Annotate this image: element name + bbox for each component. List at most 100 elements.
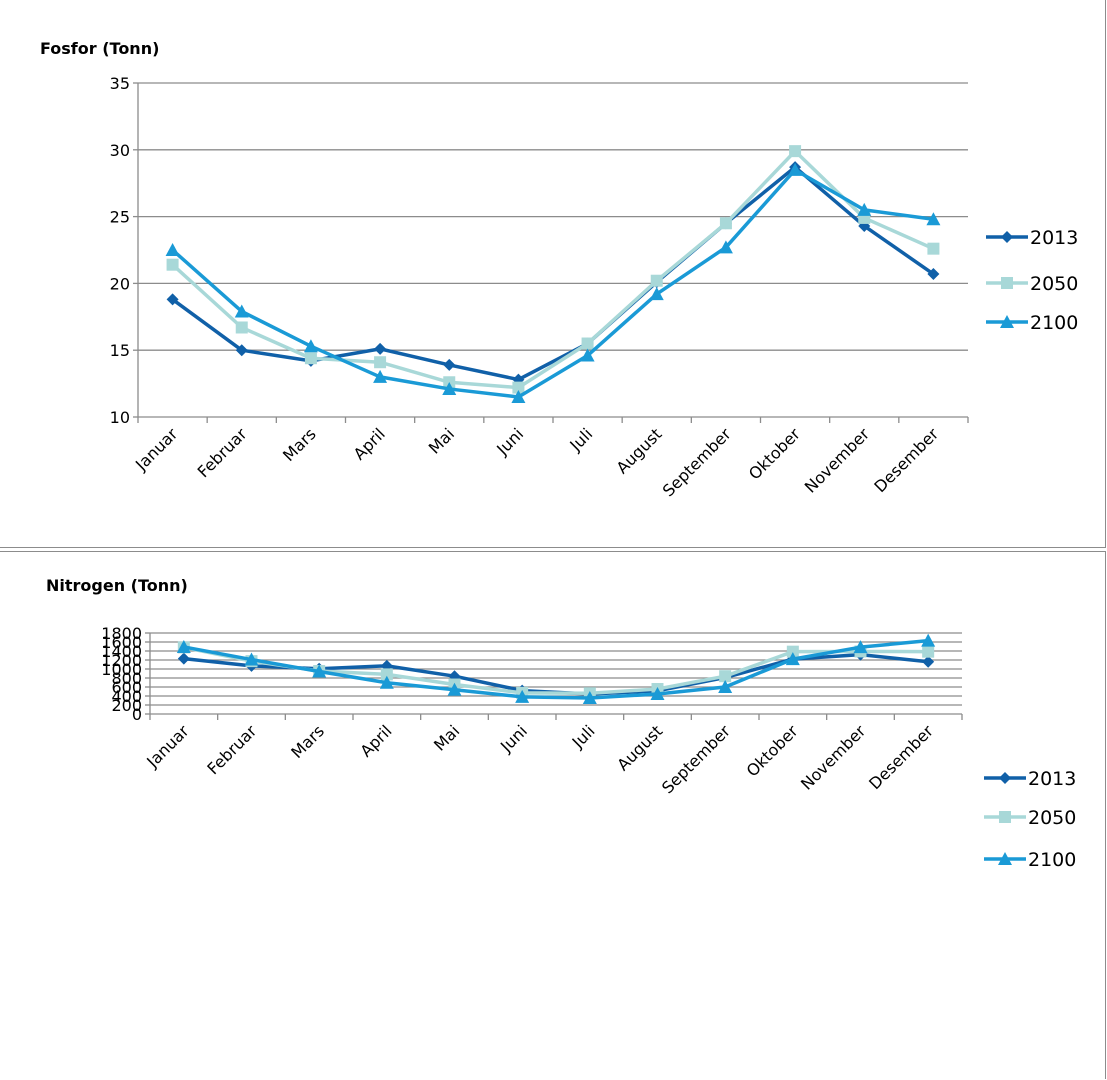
data-point: [165, 243, 180, 256]
fosfor-chart-panel: Fosfor (Tonn) 10 15 20 25 30 35 Januar Februar M…: [0, 0, 1106, 548]
x-category-label: Mai: [430, 721, 463, 754]
x-category-label: November: [801, 424, 874, 497]
data-point: [166, 258, 179, 271]
data-point: [177, 652, 190, 665]
x-category-label: Januar: [142, 721, 193, 772]
x-category-label: Oktober: [743, 721, 802, 780]
nitrogen-chart-panel: Nitrogen (Tonn) 0 200 400 600 800 1000 1200 140…: [0, 551, 1106, 1079]
series-2100: [176, 633, 936, 705]
y-tick-label: 200: [111, 696, 142, 715]
data-point: [176, 639, 191, 653]
y-tick-label: 20: [110, 274, 130, 293]
data-point: [718, 240, 733, 254]
data-point: [312, 664, 327, 678]
legend-marker-2013: [999, 772, 1011, 784]
y-tick-label: 1800: [101, 624, 142, 643]
y-tick-label: 10: [110, 408, 130, 427]
data-point: [857, 202, 872, 216]
legend-label-2100: 2100: [1030, 312, 1078, 334]
x-category-label: Juli: [565, 424, 596, 455]
legend-marker-2100: [998, 852, 1012, 865]
y-tick-label: 15: [110, 341, 130, 360]
data-point: [512, 381, 525, 394]
data-point: [719, 670, 732, 683]
x-category-label: Desember: [870, 424, 942, 496]
series-line-2100: [183, 638, 929, 700]
series-2050: [166, 145, 940, 394]
x-category-label: Juli: [568, 721, 599, 752]
x-category-label: Mai: [425, 424, 458, 457]
x-category-label: Januar: [131, 424, 182, 475]
data-point: [649, 287, 664, 301]
data-point: [718, 680, 733, 693]
series-2100: [165, 162, 941, 403]
x-category-label: Desember: [865, 721, 937, 793]
x-category-label: Mars: [279, 424, 320, 465]
y-tick-label: 800: [111, 669, 142, 688]
legend-label-2050: 2050: [1028, 807, 1076, 829]
data-point: [789, 145, 802, 158]
y-tick-label: 25: [110, 208, 130, 227]
data-point: [447, 682, 462, 696]
data-point: [379, 675, 394, 689]
x-category-label: Oktober: [745, 424, 804, 483]
legend-label-2013: 2013: [1028, 768, 1076, 790]
x-category-label: April: [356, 721, 395, 760]
data-point: [853, 640, 868, 654]
data-point: [786, 645, 799, 658]
x-category-label: Mars: [287, 721, 328, 762]
y-tick-label: 35: [110, 74, 130, 93]
legend-marker-2013: [1001, 231, 1013, 243]
data-point: [380, 668, 393, 681]
legend-label-2100: 2100: [1028, 849, 1076, 871]
data-point: [374, 342, 387, 355]
data-point: [788, 162, 803, 176]
data-point: [235, 344, 248, 357]
y-tick-label: 1600: [101, 633, 142, 652]
data-point: [515, 689, 530, 703]
data-point: [582, 691, 597, 705]
legend-label-2050: 2050: [1030, 273, 1078, 295]
legend-marker-2050: [1001, 277, 1013, 289]
data-point: [580, 348, 595, 362]
data-point: [303, 339, 318, 353]
data-point: [448, 670, 461, 683]
data-point: [443, 358, 456, 371]
data-point: [373, 369, 388, 383]
y-tick-label: 1400: [101, 642, 142, 661]
fosfor-line-chart: 10 15 20 25 30 35 Januar Februar Mars April Mai Jun…: [110, 74, 1079, 500]
data-point: [166, 293, 179, 306]
y-tick-label: 1200: [101, 651, 142, 670]
data-point: [650, 686, 665, 700]
legend-marker-2100: [1000, 315, 1014, 328]
x-category-label: August: [613, 424, 666, 477]
x-category-label: Juni: [496, 721, 531, 756]
data-point: [581, 337, 594, 350]
data-point: [235, 321, 248, 334]
y-tick-label: 600: [111, 678, 142, 697]
data-point: [719, 217, 732, 230]
x-category-label: September: [659, 424, 735, 500]
data-point: [244, 652, 259, 666]
data-point: [922, 645, 935, 658]
x-category-label: September: [658, 721, 734, 797]
series-line-2100: [171, 168, 934, 399]
y-tick-label: 30: [110, 141, 130, 160]
data-point: [921, 633, 936, 647]
legend-marker-2050: [999, 811, 1011, 823]
data-point: [511, 389, 526, 403]
data-point: [304, 352, 317, 365]
fosfor-chart-title: Fosfor (Tonn): [40, 39, 160, 58]
data-point: [922, 655, 935, 668]
y-tick-label: 1000: [101, 660, 142, 679]
series-2013: [166, 161, 940, 386]
data-point: [926, 212, 941, 226]
data-point: [927, 268, 940, 281]
series-line-2050: [171, 149, 935, 390]
data-point: [374, 356, 387, 369]
nitrogen-chart-title: Nitrogen (Tonn): [46, 576, 188, 595]
data-point: [785, 652, 800, 666]
x-category-label: April: [350, 424, 389, 463]
data-point: [442, 381, 457, 395]
